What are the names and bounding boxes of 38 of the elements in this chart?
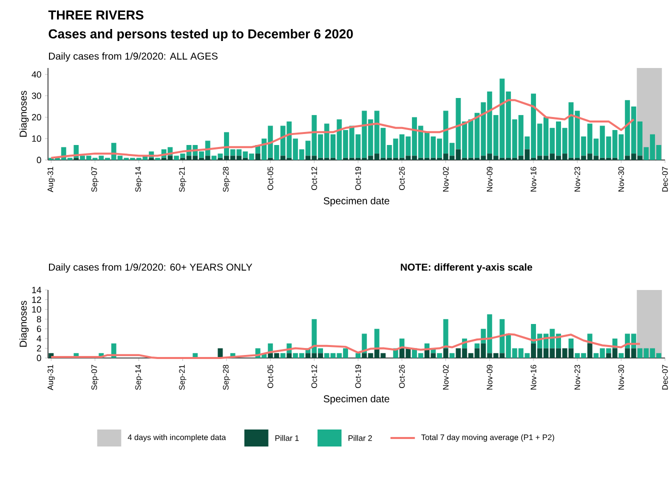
y-tick-label: 0 bbox=[36, 156, 42, 164]
bar bbox=[424, 343, 430, 348]
y-axis-title: Diagnoses bbox=[19, 90, 29, 137]
bar bbox=[280, 353, 286, 358]
bar bbox=[443, 319, 448, 348]
text: Daily cases from 1/9/2020: ALL AGES bbox=[49, 52, 218, 62]
y-tick-label: 10 bbox=[32, 306, 42, 313]
bar bbox=[587, 343, 592, 358]
line-series bbox=[50, 333, 641, 359]
y-tick-label: 14 bbox=[32, 286, 42, 294]
y-tick-label: 10 bbox=[32, 135, 42, 142]
chart-title: THREE RIVERS bbox=[48, 10, 144, 20]
bar bbox=[474, 343, 480, 348]
line-series bbox=[50, 99, 635, 159]
bar bbox=[568, 338, 574, 348]
bar bbox=[374, 328, 380, 348]
bar bbox=[436, 353, 442, 358]
bar bbox=[450, 353, 455, 358]
y-tick-label: 20 bbox=[32, 114, 42, 120]
bar bbox=[255, 154, 260, 160]
y-tick-label: 12 bbox=[32, 296, 42, 303]
y-tick-label: 6 bbox=[36, 326, 42, 332]
x-axis-title: Specimen date bbox=[324, 395, 390, 404]
y-axis-title: Diagnoses bbox=[19, 300, 29, 347]
y-tick-label: 8 bbox=[36, 316, 42, 322]
y-tick-label: 2 bbox=[36, 345, 42, 352]
chart-subtitle: Cases and persons tested up to December 6 2020 bbox=[48, 28, 353, 42]
y-tick-label: 30 bbox=[32, 92, 42, 99]
chart-title: Daily cases from 1/9/2020: 60+ YEARS ONLY bbox=[49, 263, 252, 273]
y-tick-label: 4 bbox=[36, 335, 42, 342]
y-tick-label: 40 bbox=[32, 71, 42, 78]
text: NOTE: different y-axis scale bbox=[400, 263, 532, 273]
bar bbox=[443, 348, 448, 358]
bar bbox=[286, 353, 292, 358]
bar bbox=[356, 353, 361, 358]
y-tick-label: 0 bbox=[36, 354, 42, 362]
x-axis-title: Specimen date bbox=[324, 197, 390, 206]
bar bbox=[618, 353, 624, 358]
